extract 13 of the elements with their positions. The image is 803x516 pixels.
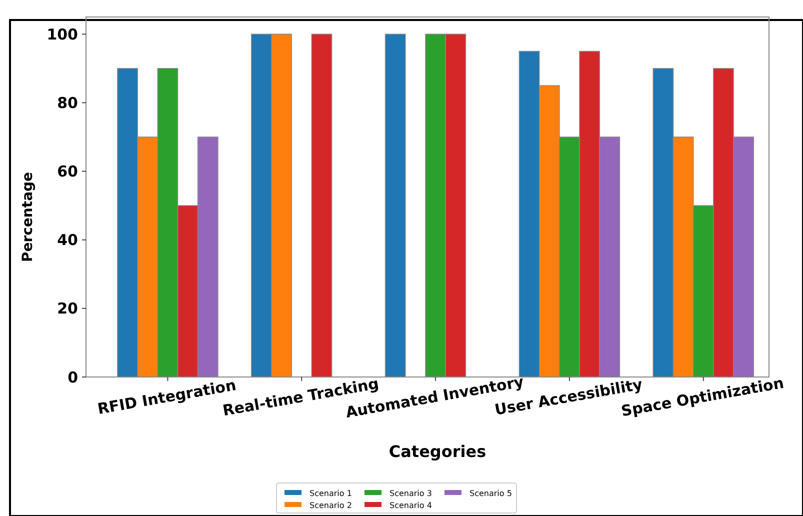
y-tick-label: 60 xyxy=(57,162,78,181)
legend-label: Scenario 1 xyxy=(310,488,352,498)
x-axis-title: Categories xyxy=(388,442,486,461)
legend-label: Scenario 3 xyxy=(390,488,432,498)
legend-label: Scenario 2 xyxy=(310,500,352,510)
y-axis-title: Percentage xyxy=(20,172,36,262)
legend-label: Scenario 4 xyxy=(390,500,432,510)
y-tick-label: 80 xyxy=(57,94,78,112)
y-tick-label: 100 xyxy=(46,25,78,44)
legend-label: Scenario 5 xyxy=(470,488,512,498)
y-tick-label: 0 xyxy=(68,368,78,386)
y-tick-label: 40 xyxy=(57,231,78,250)
y-tick-label: 20 xyxy=(57,300,78,318)
